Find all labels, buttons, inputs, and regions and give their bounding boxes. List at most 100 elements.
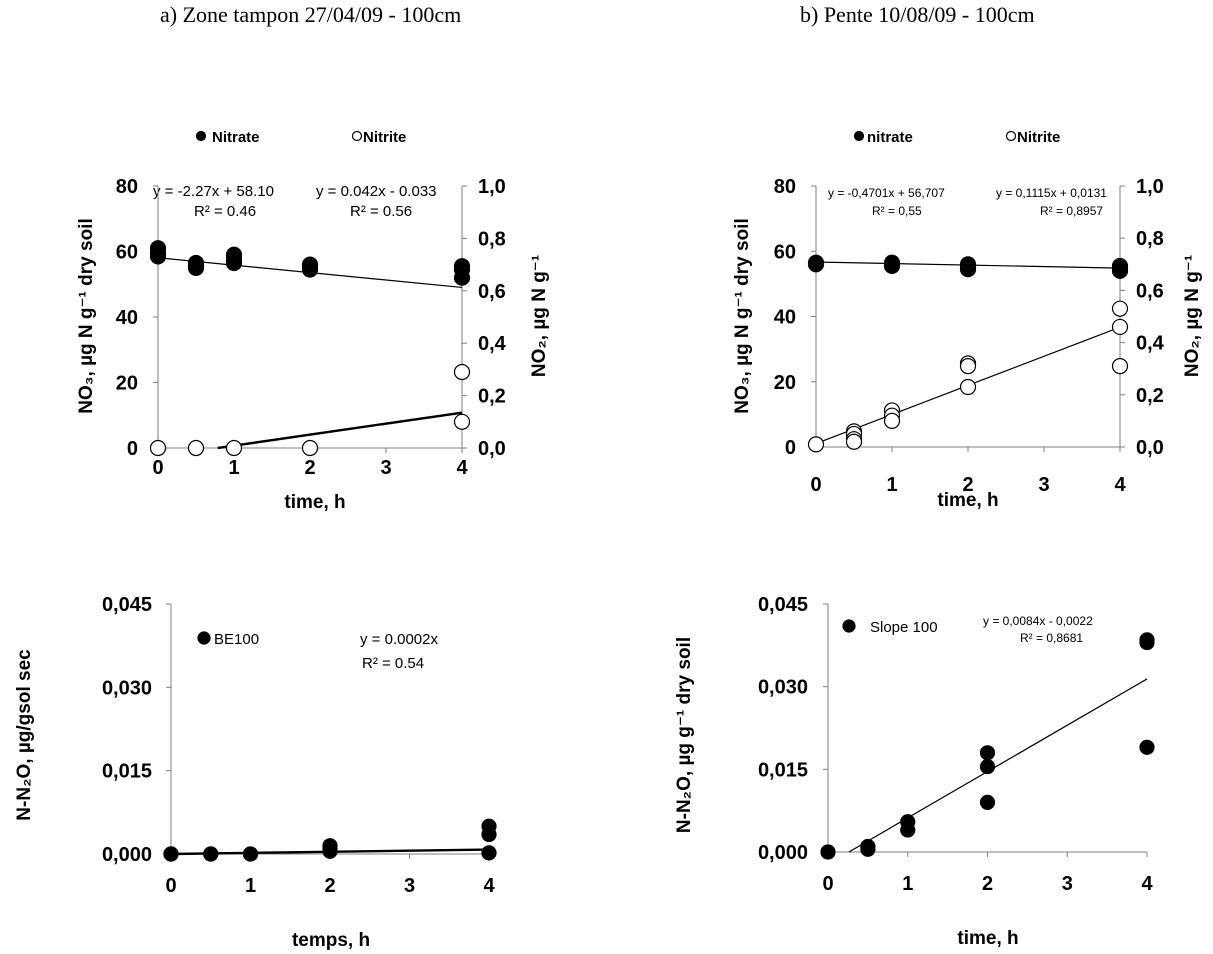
data-point-filled bbox=[453, 269, 471, 286]
trend-eq-be100: y = 0.0002x bbox=[360, 631, 438, 648]
data-point-filled bbox=[883, 257, 901, 275]
data-point-open bbox=[225, 439, 243, 457]
y2-axis-title: NO₂, µg N g⁻¹ bbox=[1182, 255, 1203, 377]
y-axis-title: NO₃, µg N g⁻¹ dry soil bbox=[76, 218, 97, 414]
legend-nitrite-label: Nitrite bbox=[1017, 129, 1060, 146]
legend-marker bbox=[853, 130, 865, 142]
x-tick-label: 3 bbox=[380, 457, 391, 479]
data-point-open bbox=[1111, 318, 1129, 336]
data-point-filled bbox=[959, 261, 977, 278]
legend-marker bbox=[195, 130, 207, 142]
data-point-filled bbox=[163, 846, 179, 862]
x-tick-label: 2 bbox=[982, 873, 993, 895]
x-axis-title: time, h bbox=[937, 490, 998, 511]
data-point-open bbox=[453, 363, 471, 381]
trend-r2-nitrate: R² = 0.46 bbox=[194, 203, 256, 220]
y2-tick-label: 0,8 bbox=[478, 228, 506, 250]
data-point-filled bbox=[203, 846, 219, 862]
data-point-filled bbox=[820, 844, 836, 860]
y-tick-label: 0,015 bbox=[102, 761, 152, 783]
y2-tick-label: 0,4 bbox=[478, 333, 507, 355]
y-tick-label: 60 bbox=[116, 242, 138, 264]
x-axis-title: temps, h bbox=[292, 930, 370, 951]
chart-bottom-right: Slope 100 y = 0,0084x - 0,0022 R² = 0,86… bbox=[674, 594, 1155, 949]
y2-tick-label: 1,0 bbox=[1136, 176, 1164, 198]
trendline bbox=[848, 678, 1148, 853]
x-tick-label: 1 bbox=[245, 875, 256, 897]
y2-tick-label: 0,8 bbox=[1136, 228, 1164, 250]
data-point-filled bbox=[322, 838, 338, 854]
y2-tick-label: 0,0 bbox=[1136, 437, 1164, 459]
legend-nitrate-label: Nitrate bbox=[212, 129, 260, 146]
x-tick-label: 1 bbox=[228, 457, 239, 479]
x-tick-label: 4 bbox=[483, 875, 495, 897]
legend-be100-label: BE100 bbox=[214, 631, 259, 648]
y-axis-title: N-N₂O, µg/gsol sec bbox=[14, 649, 35, 821]
legend-nitrate-label: nitrate bbox=[867, 129, 913, 146]
data-point-open bbox=[301, 439, 319, 457]
y-tick-label: 0,015 bbox=[758, 759, 808, 781]
x-tick-label: 0 bbox=[165, 875, 176, 897]
data-point-filled bbox=[149, 248, 167, 265]
y-tick-label: 0,000 bbox=[758, 842, 808, 864]
y-tick-label: 0 bbox=[785, 437, 796, 459]
x-tick-label: 4 bbox=[1141, 873, 1153, 895]
data-point-filled bbox=[979, 758, 996, 775]
trend-r2-be100: R² = 0.54 bbox=[362, 655, 424, 672]
x-axis-title: time, h bbox=[284, 492, 345, 513]
x-tick-label: 2 bbox=[324, 875, 335, 897]
data-point-filled bbox=[481, 845, 497, 861]
trend-eq-slope100: y = 0,0084x - 0,0022 bbox=[983, 614, 1093, 628]
y-tick-label: 0,030 bbox=[102, 677, 152, 699]
data-point-filled bbox=[481, 826, 497, 843]
trend-r2-nitrate: R² = 0,55 bbox=[872, 204, 922, 218]
data-point-filled bbox=[1139, 739, 1155, 755]
y2-tick-label: 0,6 bbox=[1136, 280, 1164, 302]
data-point-open bbox=[807, 436, 825, 453]
y-tick-label: 0,045 bbox=[102, 594, 152, 616]
data-point-filled bbox=[807, 256, 825, 273]
panel-a-title: a) Zone tampon 27/04/09 - 100cm bbox=[160, 2, 462, 27]
y-tick-label: 60 bbox=[774, 241, 796, 263]
data-point-open bbox=[1111, 357, 1129, 375]
x-tick-label: 4 bbox=[1114, 474, 1126, 496]
y-tick-label: 80 bbox=[116, 176, 138, 198]
data-point-filled bbox=[979, 794, 996, 811]
y2-tick-label: 0,2 bbox=[478, 386, 506, 408]
x-tick-label: 0 bbox=[152, 457, 163, 479]
data-point-open bbox=[959, 378, 977, 396]
legend-nitrite-label: Nitrite bbox=[363, 129, 406, 146]
y-tick-label: 0,030 bbox=[758, 677, 808, 699]
trend-eq-nitrite: y = 0,1115x + 0,0131 bbox=[996, 186, 1107, 200]
y-axis-title: NO₃, µg N g⁻¹ dry soil bbox=[732, 218, 753, 414]
y2-axis-title: NO₂, µg N g⁻¹ bbox=[529, 255, 550, 377]
trend-r2-nitrite: R² = 0.56 bbox=[350, 203, 412, 220]
x-axis-title: time, h bbox=[957, 928, 1018, 949]
x-tick-label: 1 bbox=[902, 873, 913, 895]
y2-tick-label: 0,6 bbox=[478, 281, 506, 303]
legend-marker bbox=[842, 619, 856, 633]
legend-marker bbox=[1005, 130, 1017, 142]
x-tick-label: 3 bbox=[1062, 873, 1073, 895]
x-tick-label: 0 bbox=[810, 474, 821, 496]
y-tick-label: 0,000 bbox=[102, 844, 152, 866]
chart-top-left: Nitrate Nitrite y = -2.27x + 58.10 R² = … bbox=[76, 129, 550, 513]
data-point-open bbox=[845, 433, 863, 450]
x-tick-label: 3 bbox=[1038, 474, 1049, 496]
y2-tick-label: 0,0 bbox=[478, 438, 506, 460]
data-point-open bbox=[1111, 300, 1129, 317]
data-point-open bbox=[883, 412, 901, 429]
x-tick-label: 1 bbox=[886, 474, 897, 496]
y-tick-label: 0,045 bbox=[758, 594, 808, 616]
y2-tick-label: 1,0 bbox=[478, 176, 506, 198]
x-tick-label: 3 bbox=[404, 875, 415, 897]
data-point-filled bbox=[979, 745, 996, 761]
trend-eq-nitrate: y = -0,4701x + 56,707 bbox=[828, 186, 945, 200]
x-tick-label: 2 bbox=[304, 457, 315, 479]
data-point-filled bbox=[301, 261, 319, 278]
x-tick-label: 4 bbox=[456, 457, 468, 479]
legend-marker bbox=[197, 631, 211, 645]
data-point-open bbox=[149, 439, 167, 457]
data-point-filled bbox=[900, 822, 916, 838]
